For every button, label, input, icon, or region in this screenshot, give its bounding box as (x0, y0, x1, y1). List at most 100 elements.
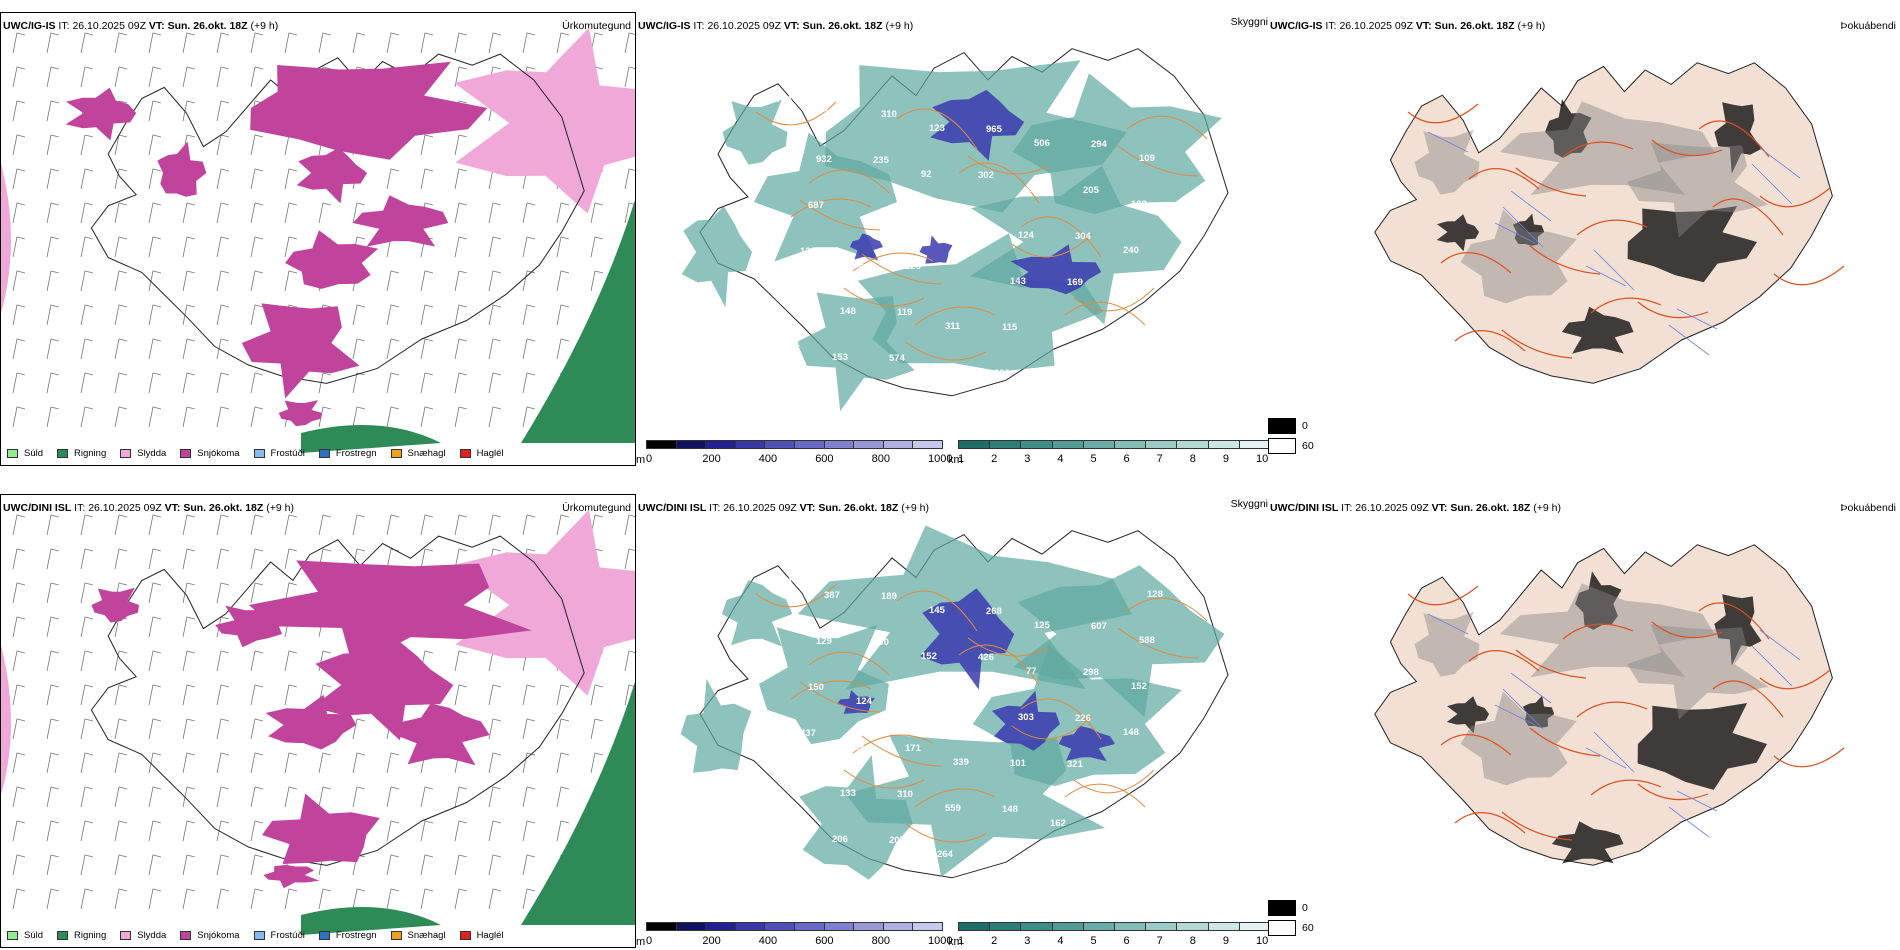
colorbar-segment (823, 922, 855, 931)
river (1668, 806, 1710, 838)
wind-barb (216, 270, 230, 292)
wind-barb (216, 304, 230, 326)
wind-barb (454, 514, 468, 536)
road (843, 287, 925, 307)
road (1529, 727, 1601, 757)
cloud-base-label: 784 (776, 94, 793, 105)
wind-barb (284, 168, 298, 190)
wind-barb (182, 718, 196, 740)
colorbar-segment (1145, 922, 1178, 931)
river (1502, 688, 1544, 730)
wind-barb (114, 406, 128, 428)
wind-barb (420, 134, 434, 156)
wind-barb (556, 202, 570, 224)
wind-barb (12, 32, 26, 54)
wind-barb (284, 548, 298, 570)
wind-barb (352, 514, 366, 536)
cloud-base-label: 348 (1099, 865, 1115, 876)
variable-name: Skyggni (1230, 16, 1268, 28)
road-network (1407, 103, 1845, 359)
colorbar-tick-label: 5 (1090, 935, 1097, 947)
wind-barb (114, 752, 128, 774)
road (1651, 621, 1723, 639)
wind-barb (352, 338, 366, 360)
fog-signal-area (1627, 206, 1757, 283)
wind-barb (250, 270, 264, 292)
wind-barb (182, 752, 196, 774)
wind-barb (46, 854, 60, 876)
wind-barb (46, 888, 60, 910)
iceland-coastline (90, 53, 585, 384)
visibility-area (681, 206, 753, 308)
colorbar-segment (1082, 440, 1115, 449)
road (1468, 650, 1540, 672)
river (1427, 613, 1469, 635)
wind-barb (590, 270, 604, 292)
fog-signal-area (1545, 99, 1592, 158)
cloud-base-label: 128 (800, 246, 816, 257)
legend-swatch (318, 931, 330, 940)
legend-swatch (180, 449, 192, 458)
wind-barb (12, 616, 26, 638)
wind-barb (454, 548, 468, 570)
cloud-base-label: 221 (970, 698, 987, 709)
wind-barb (80, 718, 94, 740)
snow-area (248, 560, 532, 668)
colorbar-tick-label: 600 (815, 935, 834, 947)
wind-barb (114, 854, 128, 876)
variable-name: Þokuábendi (1840, 20, 1896, 32)
cloud-base-label: 304 (1075, 231, 1092, 242)
wind-barb (216, 406, 230, 428)
wind-barb (46, 406, 60, 428)
wind-barb (386, 32, 400, 54)
colorbar-segment (1207, 922, 1240, 931)
road (861, 735, 943, 767)
road (1011, 233, 1093, 258)
wind-barb (46, 32, 60, 54)
cloud-base-label: 171 (1042, 382, 1059, 393)
colorbar-tick-label: 3 (1024, 935, 1031, 947)
cloud-base-label: 792 (792, 292, 808, 303)
legend-swatch (57, 449, 69, 458)
wind-barb (114, 304, 128, 326)
wind-barb (80, 372, 94, 394)
cloud-base-label: 286 (792, 774, 808, 785)
low-cloud-base-area (930, 89, 1025, 161)
cloud-base-label: 190 (873, 637, 889, 648)
wind-barb (454, 684, 468, 706)
wind-barb (352, 752, 366, 774)
wind-barb (148, 718, 162, 740)
fog-signal-area (1512, 213, 1545, 246)
wind-barb (454, 650, 468, 672)
wind-barb (250, 304, 264, 326)
colorbar-segment (853, 440, 884, 449)
wind-barb (216, 820, 230, 842)
legend-item: Rigning (57, 930, 106, 941)
cloud-base-label: 862 (1099, 383, 1115, 394)
cloud-base-label: 302 (978, 170, 994, 181)
cloud-base-label: 200 (1107, 819, 1123, 830)
wind-barb (46, 66, 60, 88)
wind-barb (556, 752, 570, 774)
legend-label: Slydda (137, 930, 167, 941)
panel-title: UWC/DINI ISL IT: 26.10.2025 09Z VT: Sun.… (3, 502, 294, 514)
snow-area (285, 230, 379, 289)
cloud-base-label: 226 (1075, 713, 1091, 724)
legend-label: Frostregn (335, 448, 377, 459)
wind-barb (250, 548, 264, 570)
wind-barb (80, 888, 94, 910)
wind-barb (216, 134, 230, 156)
snow-area (262, 793, 380, 864)
road (914, 788, 996, 808)
wind-barb (148, 338, 162, 360)
legend-label: Haglél (476, 448, 504, 459)
legend-swatch (253, 449, 265, 458)
sleet-area (1, 645, 11, 795)
colorbar-segment (1238, 440, 1271, 449)
cloud-base-label: 150 (808, 682, 824, 693)
wind-barb (250, 854, 264, 876)
cloud-base-colorbar: m 0 200 400 600 800 1000 (636, 922, 952, 948)
wind-barb (386, 786, 400, 808)
legend-item: Haglél (459, 930, 504, 941)
colorbar-segment (1082, 922, 1115, 931)
